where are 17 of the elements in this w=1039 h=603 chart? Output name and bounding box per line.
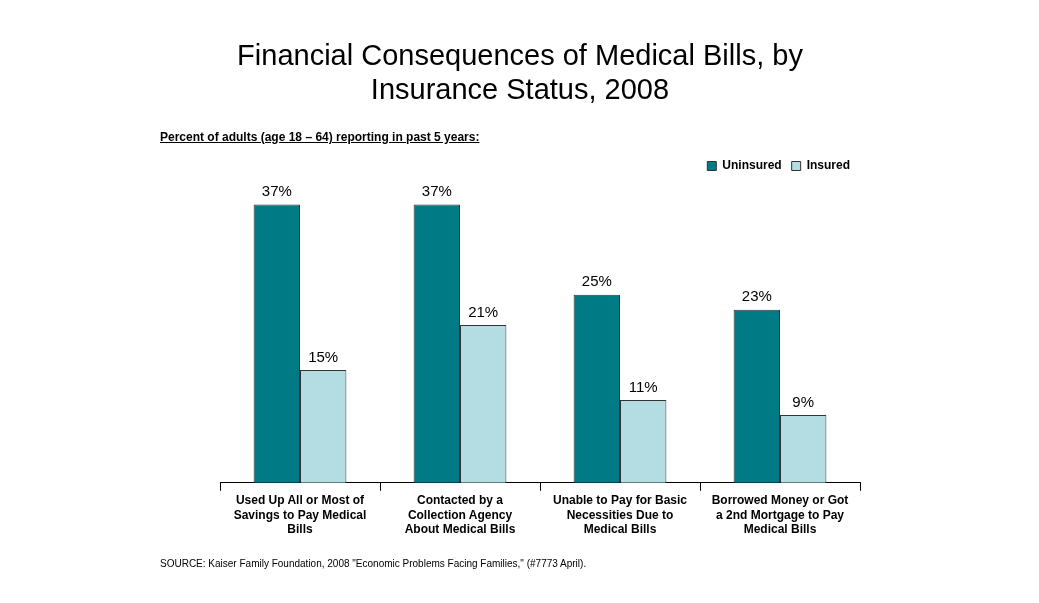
data-label: 23%: [741, 287, 772, 305]
x-tick-label: Contacted by a Collection Agency About Medical Bills: [404, 493, 516, 537]
legend-label: Insured: [806, 158, 850, 173]
x-tick-label: Unable to Pay for Basic Necessities Due to Medical Bills: [552, 493, 688, 537]
chart-title: Financial Consequences of Medical Bills, by Insurance Status, 2008: [236, 38, 804, 106]
source-note: SOURCE: Kaiser Family Foundation, 2008 "Economic Problems Facing Families," (#7773 April).: [160, 558, 587, 569]
data-label: 21%: [468, 302, 499, 320]
chart-subtitle: Percent of adults (age 18 – 64) reporting in past 5 years:: [160, 130, 480, 144]
legend-label: Uninsured: [722, 158, 782, 173]
data-label: 37%: [261, 182, 292, 200]
data-label: 25%: [581, 272, 612, 290]
x-tick-label: Borrowed Money or Got a 2nd Mortgage to Pay Medical Bills: [711, 493, 849, 537]
data-label: 15%: [308, 347, 339, 365]
data-label: 9%: [792, 392, 815, 410]
data-label: 11%: [628, 377, 658, 395]
data-label: 37%: [421, 182, 452, 200]
x-tick-label: Used Up All or Most of Savings to Pay Medical Bills: [233, 493, 367, 537]
